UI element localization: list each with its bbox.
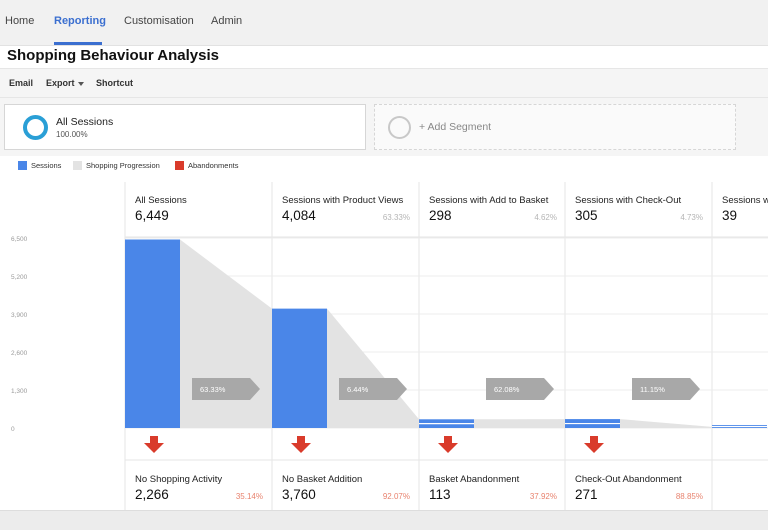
abandon-name: No Basket Addition (282, 474, 362, 485)
y-tick-label: 0 (11, 426, 15, 433)
y-tick-label: 1,300 (11, 388, 28, 395)
footer-strip (0, 510, 768, 530)
stage-sessions: 6,449 (135, 208, 169, 223)
progression-arrow (632, 378, 700, 400)
legend-swatch-abandonments (175, 161, 184, 170)
stage-sessions: 298 (429, 208, 452, 223)
legend-swatch-progression (73, 161, 82, 170)
chevron-down-icon (77, 81, 84, 86)
progression-percent: 63.33% (200, 385, 226, 394)
progression-area (620, 419, 712, 428)
progression-percent: 62.08% (494, 385, 520, 394)
y-tick-label: 2,600 (11, 350, 28, 357)
shopping-funnel-chart: 6,500 5,200 3,900 2,600 1,300 0 All Sessions 6,… (0, 180, 768, 510)
legend-swatch-sessions (18, 161, 27, 170)
y-tick-label: 6,500 (11, 236, 28, 243)
segment-name: All Sessions (56, 116, 114, 128)
stage-sessions: 305 (575, 208, 598, 223)
stage-percent: 4.73% (680, 213, 703, 222)
sessions-bar (272, 308, 327, 428)
abandon-value: 113 (429, 487, 451, 502)
legend-label-abandonments: Abandonments (188, 161, 239, 170)
abandon-name: No Shopping Activity (135, 474, 222, 485)
stage-percent: 4.62% (534, 213, 557, 222)
abandon-arrow-shaft (150, 436, 158, 444)
export-label: Export (46, 78, 75, 88)
stage-sessions: 39 (722, 208, 737, 223)
abandon-arrow-shaft (297, 436, 305, 444)
stage-name: Sessions with Add to Basket (429, 195, 549, 206)
progression-arrow (192, 378, 260, 400)
active-tab-indicator (54, 42, 102, 45)
progression-area (327, 308, 419, 428)
abandon-arrow-head (584, 443, 604, 453)
y-tick-label: 5,200 (11, 274, 28, 281)
abandon-arrow-shaft (590, 436, 598, 444)
tab-home[interactable]: Home (5, 15, 35, 27)
stage-name: All Sessions (135, 195, 187, 206)
segment-ring-icon (23, 115, 48, 140)
progression-arrow (339, 378, 407, 400)
abandon-value: 2,266 (135, 487, 169, 502)
segment-all-sessions[interactable]: All Sessions 100.00% (4, 104, 366, 150)
abandon-percent: 35.14% (236, 492, 263, 501)
export-button[interactable]: Export (46, 78, 84, 88)
abandon-arrow-shaft (444, 436, 452, 444)
email-button[interactable]: Email (9, 78, 34, 88)
abandon-name: Check-Out Abandonment (575, 474, 682, 485)
page-title: Shopping Behaviour Analysis (7, 47, 219, 64)
shortcut-button[interactable]: Shortcut (96, 78, 133, 88)
chart-header-bg (0, 180, 768, 238)
report-toolbar: Email Export Shortcut (0, 68, 768, 98)
abandon-percent: 88.85% (676, 492, 703, 501)
y-tick-label: 3,900 (11, 312, 28, 319)
stage-sessions: 4,084 (282, 208, 316, 223)
tab-customisation[interactable]: Customisation (124, 15, 194, 27)
add-segment-button[interactable]: + Add Segment (374, 104, 736, 150)
abandon-arrow-head (144, 443, 164, 453)
segment-bar: All Sessions 100.00% + Add Segment (0, 98, 768, 156)
abandon-value: 3,760 (282, 487, 316, 502)
abandon-arrow-head (438, 443, 458, 453)
stage-name: Sessions with Check-Out (575, 195, 681, 206)
stage-name: Sessions with Product Views (282, 195, 404, 206)
legend-label-progression: Shopping Progression (86, 161, 160, 170)
segment-percent: 100.00% (56, 130, 88, 139)
progression-arrow (486, 378, 554, 400)
add-segment-label: + Add Segment (419, 121, 492, 133)
stage-name: Sessions w (722, 195, 768, 206)
tab-admin[interactable]: Admin (211, 15, 243, 27)
abandon-arrow-head (291, 443, 311, 453)
abandon-name: Basket Abandonment (429, 474, 520, 485)
empty-segment-ring-icon (388, 116, 411, 139)
legend-label-sessions: Sessions (31, 161, 62, 170)
progression-percent: 6.44% (347, 385, 369, 394)
stage-percent: 63.33% (383, 213, 410, 222)
progression-percent: 11.15% (640, 385, 665, 394)
abandon-percent: 92.07% (383, 492, 410, 501)
tab-reporting[interactable]: Reporting (54, 15, 106, 27)
progression-area (474, 419, 565, 428)
top-navigation: Home Reporting Customisation Admin (0, 0, 768, 46)
sessions-bar (125, 239, 180, 428)
abandon-value: 271 (575, 487, 598, 502)
abandon-percent: 37.92% (530, 492, 557, 501)
